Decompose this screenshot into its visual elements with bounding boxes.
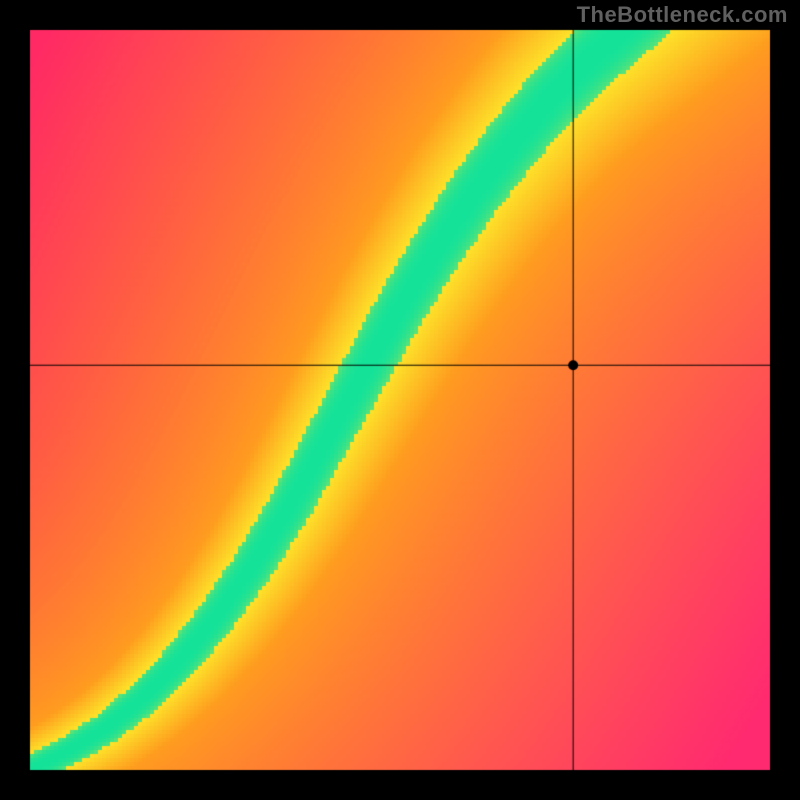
heatmap-canvas <box>0 0 800 800</box>
watermark-text: TheBottleneck.com <box>577 2 788 28</box>
chart-container: TheBottleneck.com <box>0 0 800 800</box>
